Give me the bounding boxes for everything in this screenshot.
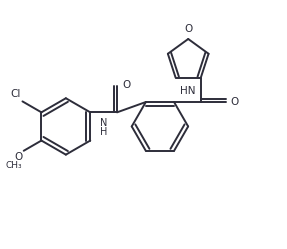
- Text: O: O: [122, 80, 130, 90]
- Text: O: O: [184, 24, 192, 34]
- Text: CH₃: CH₃: [6, 161, 22, 171]
- Text: HN: HN: [180, 86, 195, 96]
- Text: N
H: N H: [100, 118, 107, 137]
- Text: O: O: [14, 152, 22, 162]
- Text: O: O: [230, 97, 238, 107]
- Text: Cl: Cl: [10, 89, 21, 99]
